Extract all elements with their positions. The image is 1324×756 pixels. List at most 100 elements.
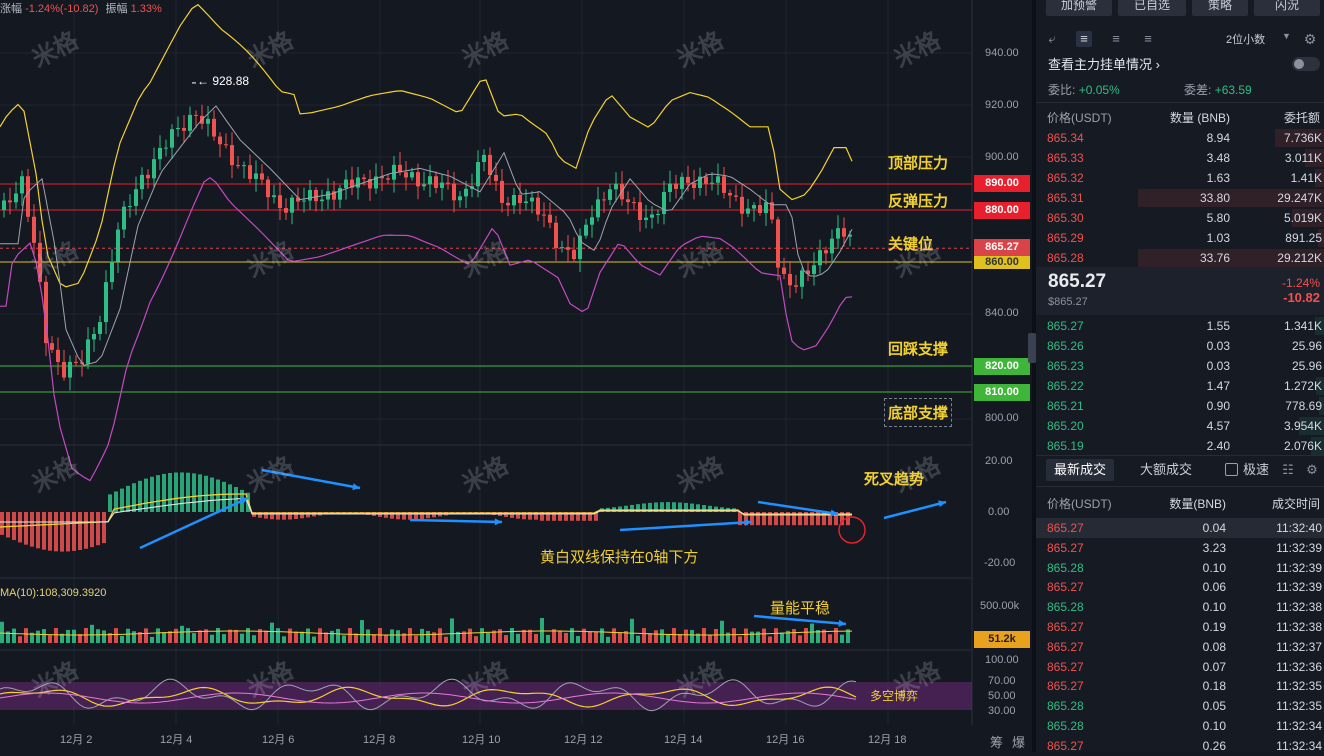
volume-bar <box>594 632 598 643</box>
volume-bar <box>276 628 280 643</box>
volume-bar <box>738 636 742 643</box>
col-price[interactable]: 价格(USDT) <box>1047 108 1112 128</box>
col-qty[interactable]: 数量 (BNB) <box>1170 108 1230 128</box>
row-amount: 25.96 <box>1292 356 1322 376</box>
volume-bar <box>36 631 40 643</box>
row-price: 865.27 <box>1047 637 1084 657</box>
volume-bar <box>570 628 574 643</box>
candle-body <box>710 183 714 184</box>
trend-arrow <box>620 522 752 530</box>
candle-body <box>692 183 696 188</box>
candle-body <box>536 198 540 215</box>
candle-body <box>8 200 12 202</box>
volume-bar <box>282 636 286 643</box>
macd-bar <box>42 512 46 550</box>
volume-bar <box>228 630 232 643</box>
macd-bar <box>126 486 130 512</box>
tab-latest-trades[interactable]: 最新成交 <box>1046 459 1114 481</box>
volume-bar <box>714 629 718 643</box>
row-price: 865.27 <box>1047 657 1084 677</box>
candle-body <box>164 148 168 149</box>
candle-body <box>812 265 816 274</box>
book-bid-icon[interactable]: ≡ <box>1108 31 1124 47</box>
chevron-down-icon[interactable]: ▼ <box>1282 31 1291 41</box>
candle-body <box>476 162 480 186</box>
candle-body <box>128 206 132 207</box>
settings-icon[interactable]: ⚙ <box>1302 31 1318 47</box>
add-alert-button[interactable]: 加预警 <box>1046 0 1112 16</box>
row-time: 11:32:36 <box>1276 657 1322 677</box>
row-qty: 8.94 <box>1207 128 1230 148</box>
row-qty: 33.76 <box>1200 248 1230 268</box>
strategy-button[interactable]: 策略 <box>1192 0 1248 16</box>
volume-bar <box>144 628 148 643</box>
filter-icon[interactable]: ☷ <box>1280 462 1296 478</box>
candle-body <box>728 193 732 196</box>
candle-body <box>140 175 144 189</box>
collapse-handle[interactable] <box>1028 333 1036 363</box>
flash-button[interactable]: 闪況 <box>1254 0 1320 16</box>
macd-bar <box>66 512 70 551</box>
trades-col-qty[interactable]: 数量(BNB) <box>1169 494 1226 514</box>
candle-body <box>26 176 30 217</box>
settings-icon[interactable]: ⚙ <box>1304 462 1320 478</box>
chip-button[interactable]: 筹 <box>990 732 1003 751</box>
amplitude-label: 振幅 <box>106 3 128 15</box>
candle-body <box>632 202 636 203</box>
volume-bar <box>378 628 382 643</box>
col-amount[interactable]: 委托额 <box>1284 108 1320 128</box>
watchlist-button[interactable]: 已自选 <box>1118 0 1186 16</box>
speed-checkbox[interactable] <box>1225 463 1238 476</box>
blast-button[interactable]: 爆 <box>1012 732 1025 751</box>
volume-bar <box>288 629 292 643</box>
book-mixed-icon[interactable]: ≡ <box>1076 31 1092 47</box>
precision-select[interactable]: 2位小数 <box>1226 31 1265 47</box>
tab-large-trades[interactable]: 大额成交 <box>1140 459 1192 481</box>
candle-body <box>680 177 684 189</box>
book-ask-icon[interactable]: ≡ <box>1140 31 1156 47</box>
volume-bar <box>558 630 562 643</box>
volume-bar <box>390 629 394 643</box>
main-orders-toggle[interactable] <box>1292 57 1320 71</box>
main-orders-link[interactable]: 查看主力挂单情况 › <box>1048 54 1160 73</box>
candle-body <box>782 268 786 274</box>
candle-body <box>764 202 768 213</box>
candle-body <box>116 230 120 262</box>
candle-body <box>614 184 618 190</box>
candle-body <box>740 197 744 214</box>
row-time: 11:32:34 <box>1276 736 1322 756</box>
candlestick-chart[interactable]: 涨幅 -1.24%(-10.82) 振幅 1.33% 940.00 920.00… <box>0 0 1032 752</box>
candle-body <box>800 270 804 286</box>
candle-body <box>482 155 486 162</box>
top-button-bar: 加预警 已自选 策略 闪況 <box>1036 0 1324 20</box>
chart-canvas[interactable] <box>0 0 1032 752</box>
book-both-icon[interactable]: ⤶ <box>1044 31 1060 47</box>
current-price-tag: 865.27 <box>974 239 1030 256</box>
